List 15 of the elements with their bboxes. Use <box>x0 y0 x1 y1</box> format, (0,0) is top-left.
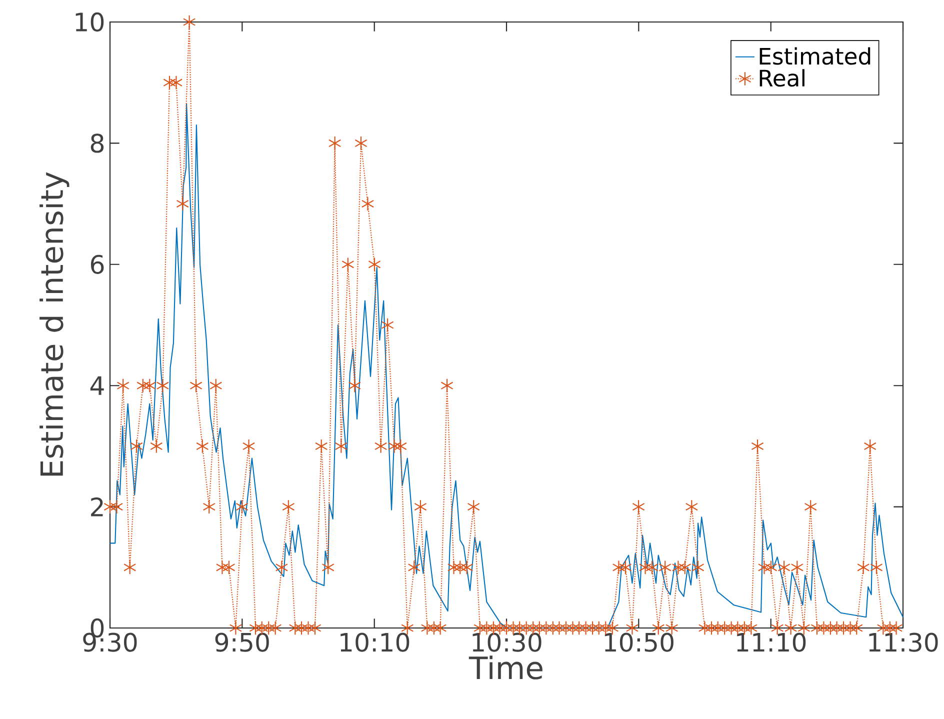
y-tick-label: 2 <box>91 497 103 516</box>
x-tick-label: 10:50 <box>604 632 674 652</box>
x-tick-label: 9:50 <box>215 632 269 652</box>
x-tick-label: 10:30 <box>472 632 542 652</box>
y-tick-label: 4 <box>90 376 104 395</box>
legend-label: Estimated <box>760 47 870 65</box>
legend-label: Real <box>760 69 804 87</box>
y-tick-label: 10 <box>76 12 104 32</box>
x-tick-label: 11:10 <box>737 632 806 652</box>
x-axis-title: Time <box>468 656 542 680</box>
y-tick-label: 8 <box>90 134 104 153</box>
x-tick-label: 10:10 <box>340 632 410 652</box>
x-tick-label: 11:30 <box>869 632 938 652</box>
y-axis-title: Estimate d intensity <box>40 172 70 476</box>
y-tick-label: 6 <box>90 254 104 274</box>
